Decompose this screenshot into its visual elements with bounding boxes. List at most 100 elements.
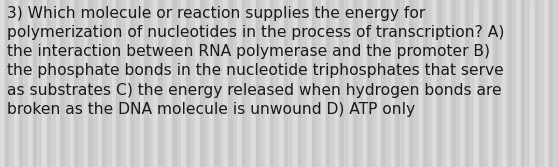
Bar (0, 0, 4, 167)
Bar (112, 0, 116, 167)
Bar (275, 0, 279, 167)
Bar (126, 0, 130, 167)
Bar (130, 0, 135, 167)
Bar (488, 0, 493, 167)
Bar (554, 0, 558, 167)
Bar (233, 0, 237, 167)
Bar (302, 0, 307, 167)
Bar (549, 0, 554, 167)
Bar (507, 0, 512, 167)
Bar (140, 0, 144, 167)
Bar (540, 0, 544, 167)
Bar (465, 0, 470, 167)
Bar (521, 0, 526, 167)
Bar (330, 0, 335, 167)
Bar (9, 0, 14, 167)
Bar (493, 0, 498, 167)
Bar (23, 0, 28, 167)
Bar (339, 0, 344, 167)
Bar (167, 0, 172, 167)
Bar (93, 0, 98, 167)
Bar (121, 0, 126, 167)
Bar (107, 0, 112, 167)
Bar (307, 0, 311, 167)
Bar (418, 0, 423, 167)
Bar (214, 0, 219, 167)
Bar (42, 0, 46, 167)
Bar (181, 0, 186, 167)
Bar (60, 0, 65, 167)
Bar (344, 0, 349, 167)
Bar (437, 0, 442, 167)
Bar (391, 0, 395, 167)
Bar (325, 0, 330, 167)
Bar (428, 0, 432, 167)
Bar (46, 0, 51, 167)
Bar (56, 0, 60, 167)
Bar (386, 0, 391, 167)
Bar (98, 0, 102, 167)
Bar (251, 0, 256, 167)
Bar (377, 0, 381, 167)
Bar (544, 0, 549, 167)
Bar (353, 0, 358, 167)
Bar (442, 0, 446, 167)
Bar (372, 0, 377, 167)
Bar (530, 0, 535, 167)
Bar (349, 0, 353, 167)
Bar (409, 0, 414, 167)
Bar (293, 0, 297, 167)
Bar (237, 0, 242, 167)
Bar (65, 0, 70, 167)
Bar (400, 0, 405, 167)
Bar (470, 0, 474, 167)
Bar (432, 0, 437, 167)
Bar (74, 0, 79, 167)
Bar (14, 0, 18, 167)
Bar (316, 0, 321, 167)
Bar (79, 0, 84, 167)
Bar (423, 0, 428, 167)
Bar (405, 0, 409, 167)
Bar (70, 0, 74, 167)
Bar (311, 0, 316, 167)
Bar (88, 0, 93, 167)
Bar (288, 0, 293, 167)
Bar (219, 0, 223, 167)
Bar (512, 0, 516, 167)
Bar (149, 0, 153, 167)
Bar (279, 0, 283, 167)
Bar (261, 0, 265, 167)
Bar (474, 0, 479, 167)
Bar (177, 0, 181, 167)
Bar (84, 0, 88, 167)
Bar (367, 0, 372, 167)
Bar (228, 0, 233, 167)
Bar (358, 0, 363, 167)
Bar (395, 0, 400, 167)
Bar (242, 0, 247, 167)
Bar (172, 0, 177, 167)
Bar (297, 0, 302, 167)
Bar (163, 0, 167, 167)
Bar (102, 0, 107, 167)
Bar (37, 0, 42, 167)
Bar (4, 0, 9, 167)
Bar (116, 0, 121, 167)
Bar (28, 0, 32, 167)
Bar (191, 0, 195, 167)
Bar (32, 0, 37, 167)
Bar (516, 0, 521, 167)
Bar (335, 0, 339, 167)
Bar (446, 0, 451, 167)
Bar (223, 0, 228, 167)
Bar (460, 0, 465, 167)
Bar (205, 0, 209, 167)
Bar (451, 0, 456, 167)
Bar (502, 0, 507, 167)
Bar (256, 0, 261, 167)
Bar (456, 0, 460, 167)
Bar (381, 0, 386, 167)
Bar (498, 0, 502, 167)
Bar (135, 0, 140, 167)
